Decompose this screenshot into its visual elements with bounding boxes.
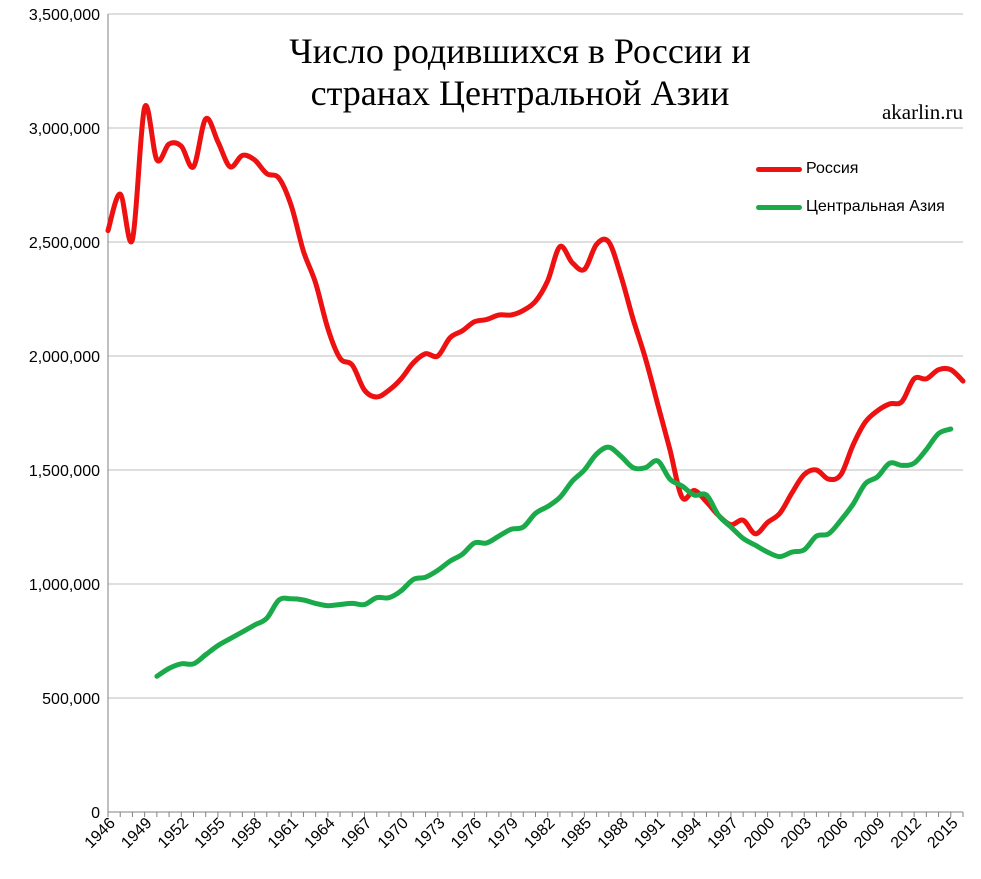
- x-tick-label: 2000: [741, 815, 778, 852]
- x-tick-label: 1946: [82, 815, 119, 852]
- x-tick-label: 2015: [924, 815, 961, 852]
- y-tick-label: 3,000,000: [29, 121, 100, 138]
- x-tick-label: 1991: [631, 815, 668, 852]
- x-tick-label: 2012: [888, 815, 925, 852]
- chart-title-line-2: странах Центральной Азии: [310, 73, 730, 113]
- x-tick-label: 1952: [155, 815, 192, 852]
- x-tick-label: 1958: [228, 815, 265, 852]
- x-tick-label: 1967: [338, 815, 375, 852]
- x-tick-label: 1973: [411, 815, 448, 852]
- y-tick-label: 0: [91, 805, 100, 822]
- source-credit: akarlin.ru: [881, 100, 963, 124]
- chart-title-line-1: Число родившихся в России и: [289, 31, 751, 71]
- x-tick-label: 1976: [448, 815, 485, 852]
- axes: [107, 14, 964, 817]
- x-tick-label: 1955: [192, 815, 229, 852]
- x-tick-label: 1988: [595, 815, 632, 852]
- chart-title: Число родившихся в России и странах Цент…: [250, 30, 790, 114]
- legend-swatch-russia: [756, 166, 802, 172]
- x-tick-label: 1964: [301, 815, 338, 852]
- x-tick-label: 2003: [778, 815, 815, 852]
- x-tick-label: 1961: [265, 815, 302, 852]
- y-tick-label: 2,000,000: [29, 349, 100, 366]
- legend-label-russia: Россия: [806, 160, 859, 177]
- x-tick-label: 1997: [705, 815, 742, 852]
- series-line-russia: [105, 103, 966, 537]
- x-tick-label: 1985: [558, 815, 595, 852]
- legend: Россия Центральная Азия: [756, 150, 945, 226]
- legend-label-central-asia: Центральная Азия: [806, 198, 945, 215]
- y-tick-label: 2,500,000: [29, 235, 100, 252]
- x-tick-label: 1979: [485, 815, 522, 852]
- y-tick-label: 1,000,000: [29, 577, 100, 594]
- y-tick-label: 1,500,000: [29, 463, 100, 480]
- series-lines: [105, 103, 966, 679]
- x-axis-tick-labels: 1946 1949 1952 1955 1958 1961 1964 1967 1970 1973…: [82, 815, 962, 852]
- x-tick-label: 2009: [851, 815, 888, 852]
- legend-item-central-asia: Центральная Азия: [756, 188, 945, 226]
- x-tick-label: 1949: [118, 815, 155, 852]
- y-tick-label: 500,000: [42, 691, 100, 708]
- x-tick-label: 1982: [521, 815, 558, 852]
- y-tick-label: 3,500,000: [29, 7, 100, 24]
- x-tick-label: 1994: [668, 815, 705, 852]
- series-line-central-asia: [154, 426, 954, 679]
- y-axis-tick-labels: 0 500,000 1,000,000 1,500,000 2,000,000 2,500…: [29, 7, 100, 822]
- x-tick-label: 2006: [814, 815, 851, 852]
- legend-swatch-central-asia: [756, 204, 802, 210]
- legend-item-russia: Россия: [756, 150, 945, 188]
- x-tick-label: 1970: [375, 815, 412, 852]
- gridlines: [108, 13, 963, 699]
